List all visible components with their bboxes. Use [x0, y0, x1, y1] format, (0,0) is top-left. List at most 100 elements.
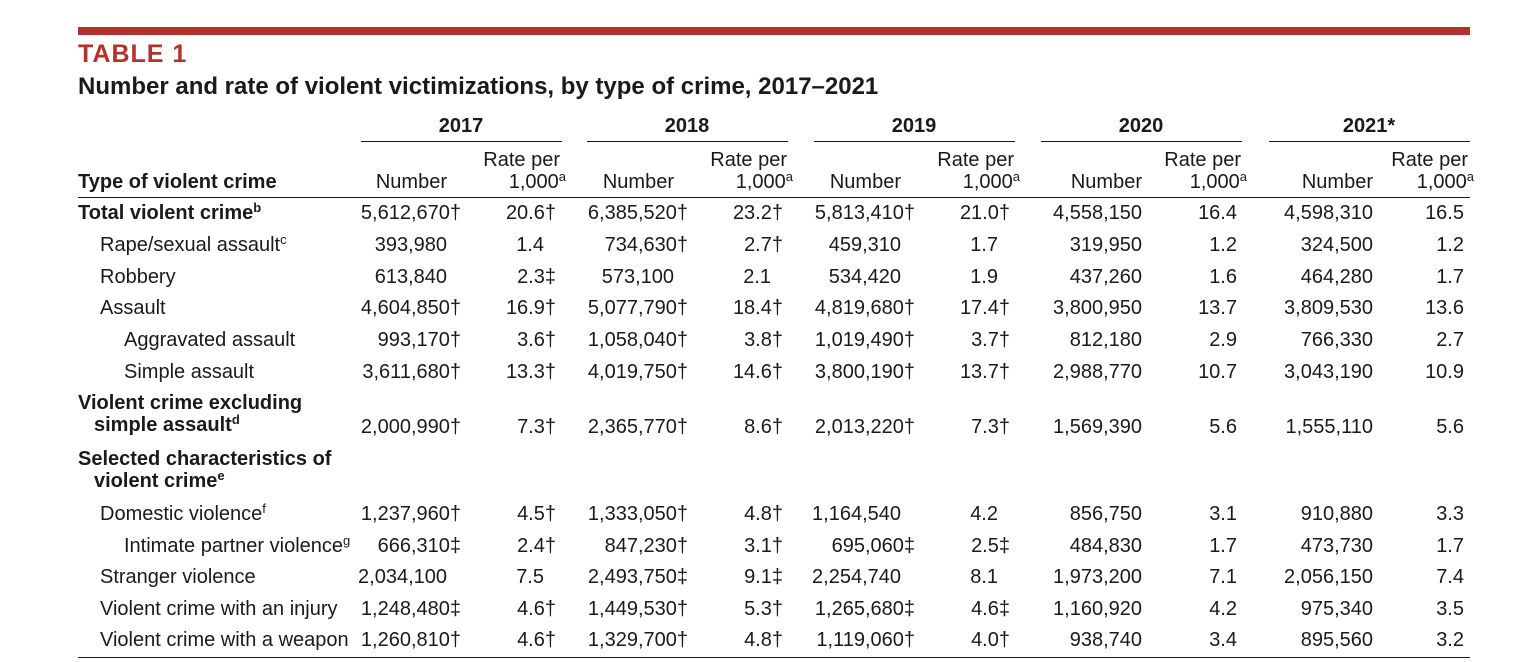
number-cell: 1,449,530† [587, 598, 688, 620]
number-cell: 1,265,680‡ [814, 598, 915, 620]
rate-column-header-unit: 1,000a [1189, 169, 1247, 193]
number-cell: 2,365,770† [587, 416, 688, 438]
number-cell: 2,034,100 [358, 566, 447, 588]
number-column-header: Number [375, 171, 447, 193]
rate-cell: 5.3† [744, 598, 783, 620]
number-cell: 6,385,520† [587, 202, 688, 224]
rate-cell: 4.8† [744, 629, 783, 651]
number-cell: 3,800,950 [1053, 297, 1142, 319]
rate-cell: 9.1‡ [744, 566, 783, 588]
row-label: Robbery [100, 266, 176, 288]
rate-cell: 2.3‡ [517, 266, 556, 288]
number-cell: 1,555,110 [1285, 416, 1374, 438]
number-column-header: Number [1301, 171, 1373, 193]
number-cell: 1,569,390 [1053, 416, 1142, 438]
number-cell: 1,333,050† [587, 503, 688, 525]
number-cell: 847,230† [604, 535, 688, 557]
rate-cell: 1.9 [970, 266, 998, 288]
year-header: 2020 [1118, 115, 1164, 137]
number-cell: 4,598,310 [1284, 202, 1373, 224]
table-title: Number and rate of violent victimization… [78, 73, 879, 100]
row-label: Selected characteristics of [78, 448, 332, 470]
rate-cell: 4.6† [517, 629, 556, 651]
rate-cell: 7.3† [971, 416, 1010, 438]
rate-column-header: Rate per [1391, 149, 1468, 171]
number-cell: 319,950 [1069, 234, 1142, 256]
rate-cell: 8.6† [744, 416, 783, 438]
rate-cell: 3.3 [1436, 503, 1464, 525]
row-label: Domestic violencef [100, 501, 266, 525]
rate-cell: 4.6‡ [971, 598, 1010, 620]
rate-column-header-unit: 1,000a [508, 169, 566, 193]
number-cell: 459,310 [828, 234, 901, 256]
rate-column-header-unit: 1,000a [735, 169, 793, 193]
rate-cell: 4.0† [971, 629, 1010, 651]
number-cell: 2,988,770 [1053, 361, 1142, 383]
number-cell: 975,340 [1300, 598, 1373, 620]
number-cell: 2,013,220† [814, 416, 915, 438]
rate-cell: 1.2 [1436, 234, 1464, 256]
number-cell: 4,019,750† [587, 361, 688, 383]
row-label-continued: simple assaultd [94, 412, 240, 436]
year-header: 2018 [664, 115, 710, 137]
number-cell: 4,819,680† [814, 297, 915, 319]
rate-column-header: Rate per [937, 149, 1014, 171]
rate-cell: 16.4 [1198, 202, 1237, 224]
rate-cell: 3.7† [971, 329, 1010, 351]
rate-cell: 17.4† [959, 297, 1010, 319]
rate-column-header: Rate per [483, 149, 560, 171]
number-cell: 3,043,190 [1284, 361, 1373, 383]
number-cell: 2,056,150 [1284, 566, 1373, 588]
number-cell: 393,980 [374, 234, 447, 256]
header-accent-bar [78, 27, 1470, 35]
number-cell: 324,500 [1300, 234, 1373, 256]
rate-cell: 23.2† [732, 202, 783, 224]
rate-cell: 10.7 [1198, 361, 1237, 383]
rate-cell: 4.5† [517, 503, 556, 525]
row-label: Violent crime excluding [78, 392, 303, 414]
rate-cell: 4.2 [1209, 598, 1237, 620]
rate-cell: 4.2 [970, 503, 998, 525]
rate-column-header: Rate per [1164, 149, 1241, 171]
number-cell: 856,750 [1069, 503, 1142, 525]
number-cell: 2,493,750‡ [587, 566, 688, 588]
rate-cell: 1.7 [1209, 535, 1237, 557]
rate-cell: 7.3† [517, 416, 556, 438]
table-label: TABLE 1 [78, 40, 188, 68]
rate-cell: 20.6† [505, 202, 556, 224]
number-cell: 895,560 [1300, 629, 1373, 651]
rate-cell: 1.7 [970, 234, 998, 256]
year-header: 2021* [1342, 115, 1396, 137]
rate-cell: 1.2 [1209, 234, 1237, 256]
rate-cell: 8.1 [970, 566, 998, 588]
rate-cell: 18.4† [732, 297, 783, 319]
number-cell: 938,740 [1069, 629, 1142, 651]
number-cell: 1,237,960† [360, 503, 461, 525]
number-column-header: Number [602, 171, 674, 193]
number-cell: 437,260 [1069, 266, 1142, 288]
number-column-header: Number [1070, 171, 1142, 193]
rate-cell: 3.5 [1436, 598, 1464, 620]
year-rule [814, 141, 1015, 142]
rate-cell: 3.8† [744, 329, 783, 351]
rate-cell: 10.9 [1425, 361, 1464, 383]
number-cell: 473,730 [1300, 535, 1373, 557]
rate-cell: 13.3† [505, 361, 556, 383]
number-cell: 1,329,700† [587, 629, 688, 651]
rate-cell: 3.6† [517, 329, 556, 351]
number-cell: 2,000,990† [360, 416, 461, 438]
rate-cell: 14.6† [732, 361, 783, 383]
rate-cell: 3.1 [1209, 503, 1237, 525]
number-cell: 613,840 [374, 266, 447, 288]
rate-cell: 1.6 [1209, 266, 1237, 288]
year-rule [1269, 141, 1470, 142]
rate-column-header-unit: 1,000a [1416, 169, 1474, 193]
number-cell: 812,180 [1069, 329, 1142, 351]
number-cell: 910,880 [1300, 503, 1373, 525]
rate-cell: 2.1 [743, 266, 771, 288]
year-header: 2017 [438, 115, 484, 137]
number-cell: 666,310‡ [377, 535, 461, 557]
rate-cell: 5.6 [1436, 416, 1464, 438]
number-cell: 3,800,190† [814, 361, 915, 383]
row-label: Aggravated assault [124, 329, 296, 351]
